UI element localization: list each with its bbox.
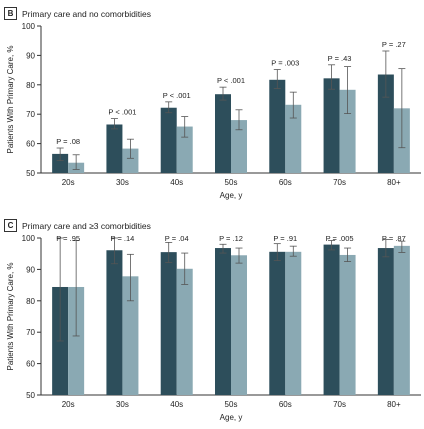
- x-tick-label-20s: 20s: [62, 178, 75, 187]
- bar-series-1-60s: [269, 79, 286, 173]
- bar-series-1-30s: [106, 250, 123, 395]
- x-tick-label-80+: 80+: [387, 178, 401, 187]
- bar-series-1-60s: [269, 251, 286, 395]
- p-value-annotation: P = .43: [328, 54, 352, 63]
- y-axis-title: Patients With Primary Care, %: [6, 262, 15, 370]
- p-value-annotation: P < .001: [217, 76, 245, 85]
- x-tick-label-30s: 30s: [116, 178, 129, 187]
- p-value-annotation: P = .95: [56, 234, 80, 243]
- chart-b: 50 60 70 80 90 100 Patients With Primary Care,…: [6, 22, 421, 200]
- p-value-annotation: P = .04: [165, 234, 189, 243]
- y-tick-label: 90: [26, 51, 35, 60]
- y-tick-label: 60: [26, 140, 35, 149]
- bar-series-1-70s: [323, 244, 340, 395]
- x-tick-label-60s: 60s: [279, 400, 292, 409]
- bar-series-2-50s: [231, 120, 247, 173]
- x-tick-label-50s: 50s: [225, 178, 238, 187]
- panel-b-header: B Primary care and no comorbidities: [4, 6, 151, 21]
- x-tick-label-80+: 80+: [387, 400, 401, 409]
- bar-series-1-50s: [215, 94, 231, 173]
- y-tick-label: 80: [26, 81, 35, 90]
- p-value-annotation: P = .08: [56, 137, 80, 146]
- p-value-annotation: P = .27: [382, 40, 406, 49]
- p-value-annotation: P = .005: [326, 234, 354, 243]
- bar-series-2-20s: [68, 286, 85, 395]
- p-value-annotation: P < .001: [163, 91, 191, 100]
- p-value-annotation: P = .14: [111, 234, 135, 243]
- chart-c: 50 60 70 80 90 100 Patients With Primary Care,…: [6, 234, 421, 422]
- bar-series-2-60s: [285, 104, 302, 173]
- x-tick-label-20s: 20s: [62, 400, 75, 409]
- bar-series-2-40s: [176, 268, 193, 395]
- p-value-annotation: P = .87: [382, 234, 406, 243]
- bar-series-2-70s: [339, 254, 356, 395]
- bar-series-2-30s: [122, 148, 139, 173]
- panel-c-header: C Primary care and ≥3 comorbidities: [4, 218, 151, 233]
- bar-series-2-80+: [393, 245, 410, 395]
- y-tick-label: 100: [22, 22, 36, 31]
- x-tick-label-70s: 70s: [333, 178, 346, 187]
- x-axis-title: Age, y: [220, 191, 243, 200]
- bar-series-2-60s: [285, 251, 302, 395]
- bar-series-1-20s: [52, 153, 69, 173]
- p-value-annotation: P < .001: [108, 108, 136, 117]
- x-tick-label-30s: 30s: [116, 400, 129, 409]
- bar-series-1-80+: [377, 74, 394, 173]
- panel-b-letter: B: [4, 7, 17, 20]
- bar-series-2-40s: [176, 126, 193, 173]
- p-value-annotation: P = .003: [271, 59, 299, 68]
- y-axis-title: Patients With Primary Care, %: [6, 45, 15, 153]
- y-tick-label: 70: [26, 110, 35, 119]
- y-tick-label: 90: [26, 265, 35, 274]
- bar-series-1-50s: [215, 248, 231, 395]
- bar-series-1-40s: [160, 252, 177, 395]
- panel-b-title: Primary care and no comorbidities: [22, 8, 151, 19]
- x-tick-label-70s: 70s: [333, 400, 346, 409]
- p-value-annotation: P = .12: [219, 234, 243, 243]
- x-tick-label-50s: 50s: [225, 400, 238, 409]
- bar-series-2-70s: [339, 89, 356, 173]
- bar-series-1-80+: [377, 248, 394, 395]
- p-value-annotation: P = .91: [273, 234, 297, 243]
- y-tick-label: 60: [26, 360, 35, 369]
- y-tick-label: 50: [26, 391, 35, 400]
- x-tick-label-60s: 60s: [279, 178, 292, 187]
- bar-series-1-40s: [160, 107, 177, 173]
- bar-series-1-70s: [323, 78, 340, 173]
- y-tick-label: 100: [22, 234, 36, 243]
- bar-series-2-30s: [122, 276, 139, 395]
- panel-c-title: Primary care and ≥3 comorbidities: [22, 220, 151, 231]
- bar-series-1-30s: [106, 124, 123, 173]
- panel-c-letter: C: [4, 219, 17, 232]
- x-tick-label-40s: 40s: [170, 178, 183, 187]
- x-tick-label-40s: 40s: [170, 400, 183, 409]
- x-axis-title: Age, y: [220, 413, 243, 422]
- bar-series-2-50s: [231, 255, 247, 395]
- y-tick-label: 80: [26, 297, 35, 306]
- y-tick-label: 50: [26, 169, 35, 178]
- y-tick-label: 70: [26, 328, 35, 337]
